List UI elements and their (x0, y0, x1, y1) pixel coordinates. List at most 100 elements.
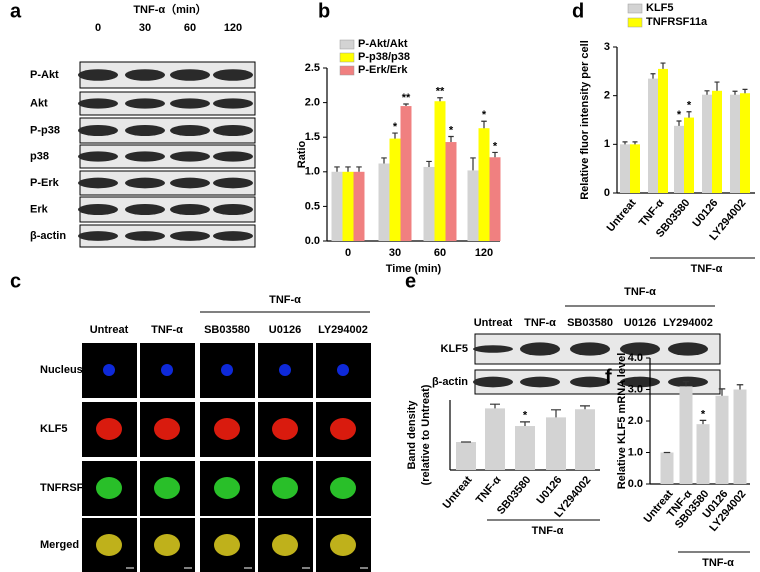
group-label: TNF-α (702, 557, 734, 569)
bar (478, 128, 490, 241)
cell (103, 364, 115, 376)
row-label: P-Akt (30, 69, 59, 81)
bar (658, 68, 668, 193)
band (125, 177, 165, 189)
cell (279, 364, 291, 376)
bar (660, 452, 674, 484)
legend-swatch (339, 39, 355, 50)
group-label: TNF-α (532, 525, 564, 537)
y-tick-label: 0 (604, 187, 610, 199)
bar (702, 94, 712, 193)
column-label: 0 (95, 22, 101, 34)
legend-label: P-p38/p38 (358, 51, 410, 63)
significance: * (523, 410, 528, 422)
row-label: β-actin (30, 230, 66, 242)
error-bar (448, 135, 454, 143)
cell (154, 534, 180, 556)
panel-label: a (10, 0, 22, 22)
error-bar (580, 405, 590, 410)
y-tick-label: 0.0 (305, 235, 320, 247)
cell (214, 477, 240, 499)
significance: * (493, 140, 498, 152)
group-label: TNF-α (624, 286, 656, 298)
error-bar (437, 97, 443, 102)
band (213, 151, 253, 162)
group-label: TNF-α (691, 263, 723, 275)
row-label: Merged (40, 539, 79, 551)
row-label: Akt (30, 97, 48, 109)
bar (575, 409, 595, 470)
bar (342, 171, 354, 241)
panel-label: b (318, 0, 330, 22)
band (668, 342, 708, 356)
bar (730, 94, 740, 193)
significance: * (687, 100, 692, 112)
y-tick-label: 2 (604, 90, 610, 102)
column-label: SB03580 (567, 317, 613, 329)
error-bar (392, 132, 398, 139)
panel-label: d (572, 0, 584, 22)
bar (400, 106, 412, 241)
cell (221, 364, 233, 376)
error-bar (736, 384, 744, 390)
panel-label: e (405, 270, 416, 292)
y-tick-label: 0.5 (305, 200, 320, 212)
row-label: p38 (30, 150, 49, 162)
y-axis-label: Ratio (296, 140, 308, 168)
significance: * (677, 109, 682, 121)
x-tick-label: TNF-α (474, 474, 504, 506)
band (78, 69, 118, 81)
error-bar (490, 403, 500, 409)
row-label: β-actin (432, 376, 468, 388)
bar (620, 144, 630, 193)
error-bar (718, 388, 726, 396)
error-bar (345, 166, 351, 172)
bar (630, 144, 640, 193)
blot-header: TNF-α（min） (133, 3, 206, 16)
x-axis-label: Time (min) (386, 263, 442, 275)
panel-label: f (605, 366, 612, 388)
x-tick-label: Untreat (605, 197, 639, 234)
legend-label: TNFRSF11a (646, 16, 708, 28)
error-bar (682, 381, 690, 387)
column-label: 30 (139, 22, 151, 34)
error-bar (334, 166, 340, 172)
band (170, 98, 210, 109)
error-bar (481, 120, 487, 129)
band (520, 376, 560, 388)
legend-label: KLF5 (646, 2, 674, 14)
row-label: Nucleus (40, 364, 83, 376)
bar (389, 138, 401, 241)
significance: * (393, 121, 398, 133)
band (78, 177, 118, 189)
legend-swatch (627, 3, 643, 14)
error-bar (714, 81, 720, 91)
band (620, 342, 660, 356)
error-bar (732, 90, 738, 95)
row-label: P-p38 (30, 124, 60, 136)
y-axis-label: Relative fluor intensity per cell (579, 40, 591, 200)
cell (330, 418, 356, 440)
column-label: SB03580 (204, 324, 250, 336)
band (78, 124, 118, 137)
cell (330, 534, 356, 556)
error-bar (356, 166, 362, 172)
band (125, 124, 165, 137)
cell (96, 534, 122, 556)
y-axis-label: Relative KLF5 mRNA level (616, 353, 628, 490)
x-tick-label: 0 (345, 247, 351, 259)
band (213, 124, 253, 137)
error-bar (520, 421, 530, 427)
row-label: Erk (30, 203, 49, 215)
column-label: Untreat (90, 324, 129, 336)
column-label: TNF-α (151, 324, 183, 336)
cell (330, 477, 356, 499)
cell (272, 418, 298, 440)
significance: ** (436, 86, 445, 98)
x-tick-label: 30 (389, 247, 401, 259)
cell (337, 364, 349, 376)
y-tick-label: 3 (604, 41, 610, 53)
band (125, 151, 165, 162)
significance: ** (402, 92, 411, 104)
